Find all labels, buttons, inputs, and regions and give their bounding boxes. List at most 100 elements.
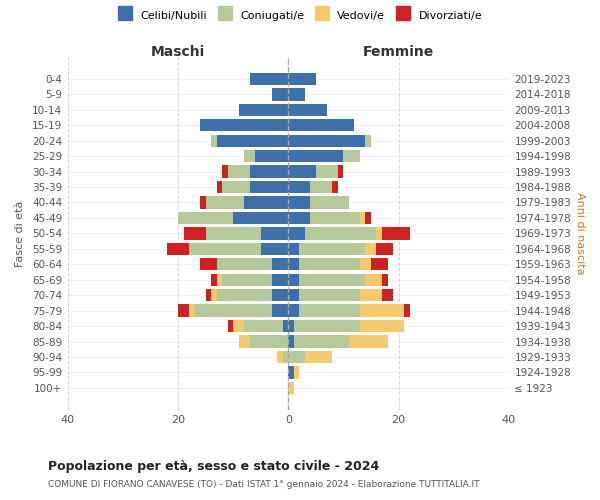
Bar [382, 227, 410, 239]
Bar [261, 227, 288, 239]
Bar [343, 150, 360, 162]
Bar [288, 304, 299, 317]
Bar [376, 227, 382, 239]
Bar [272, 304, 288, 317]
Bar [299, 258, 360, 270]
Bar [288, 289, 299, 302]
Bar [250, 166, 288, 178]
Bar [189, 304, 194, 317]
Bar [211, 134, 217, 147]
Bar [250, 72, 288, 85]
Bar [222, 274, 272, 286]
Bar [288, 88, 305, 101]
Bar [217, 181, 222, 193]
Y-axis label: Anni di nascita: Anni di nascita [575, 192, 585, 274]
Bar [310, 196, 349, 208]
Bar [250, 336, 288, 347]
Bar [349, 336, 388, 347]
Bar [288, 227, 305, 239]
Bar [288, 366, 294, 378]
Bar [288, 134, 365, 147]
Bar [244, 320, 283, 332]
Bar [288, 258, 299, 270]
Bar [227, 320, 233, 332]
Bar [272, 274, 288, 286]
Bar [283, 320, 288, 332]
Bar [244, 150, 255, 162]
Bar [283, 351, 288, 363]
Bar [200, 119, 288, 132]
Bar [365, 274, 382, 286]
Bar [217, 134, 288, 147]
Bar [217, 274, 222, 286]
Bar [233, 320, 244, 332]
Bar [288, 181, 310, 193]
Bar [360, 258, 371, 270]
Bar [211, 274, 217, 286]
Bar [200, 196, 206, 208]
Bar [206, 227, 261, 239]
Bar [294, 366, 299, 378]
Bar [338, 166, 343, 178]
Bar [217, 258, 272, 270]
Bar [360, 289, 382, 302]
Bar [365, 212, 371, 224]
Bar [376, 242, 393, 255]
Text: Femmine: Femmine [363, 45, 434, 59]
Bar [233, 212, 288, 224]
Bar [239, 336, 250, 347]
Bar [360, 304, 404, 317]
Bar [272, 258, 288, 270]
Bar [167, 242, 189, 255]
Bar [299, 274, 365, 286]
Bar [404, 304, 410, 317]
Bar [250, 181, 288, 193]
Bar [299, 304, 360, 317]
Bar [332, 181, 338, 193]
Bar [371, 258, 388, 270]
Bar [294, 336, 349, 347]
Bar [382, 289, 393, 302]
Bar [255, 150, 288, 162]
Bar [299, 289, 360, 302]
Bar [310, 212, 360, 224]
Bar [310, 181, 332, 193]
Legend: Celibi/Nubili, Coniugati/e, Vedovi/e, Divorziati/e: Celibi/Nubili, Coniugati/e, Vedovi/e, Di… [113, 6, 487, 25]
Bar [272, 289, 288, 302]
Bar [244, 196, 288, 208]
Bar [194, 304, 272, 317]
Bar [178, 212, 233, 224]
Bar [305, 227, 376, 239]
Bar [299, 242, 365, 255]
Bar [206, 196, 244, 208]
Y-axis label: Fasce di età: Fasce di età [15, 200, 25, 266]
Bar [305, 351, 332, 363]
Bar [288, 119, 355, 132]
Bar [239, 104, 288, 116]
Bar [288, 104, 327, 116]
Bar [288, 382, 294, 394]
Bar [288, 242, 299, 255]
Bar [288, 320, 294, 332]
Bar [206, 289, 211, 302]
Bar [217, 289, 272, 302]
Text: COMUNE DI FIORANO CANAVESE (TO) - Dati ISTAT 1° gennaio 2024 - Elaborazione TUTT: COMUNE DI FIORANO CANAVESE (TO) - Dati I… [48, 480, 479, 489]
Bar [211, 289, 217, 302]
Bar [316, 166, 338, 178]
Bar [189, 242, 261, 255]
Bar [227, 166, 250, 178]
Bar [272, 88, 288, 101]
Bar [178, 304, 189, 317]
Bar [365, 242, 376, 255]
Bar [288, 196, 310, 208]
Text: Maschi: Maschi [151, 45, 205, 59]
Bar [222, 166, 227, 178]
Bar [261, 242, 288, 255]
Bar [222, 181, 250, 193]
Bar [360, 212, 365, 224]
Bar [288, 166, 316, 178]
Bar [288, 336, 294, 347]
Text: Popolazione per età, sesso e stato civile - 2024: Popolazione per età, sesso e stato civil… [48, 460, 379, 473]
Bar [382, 274, 388, 286]
Bar [365, 134, 371, 147]
